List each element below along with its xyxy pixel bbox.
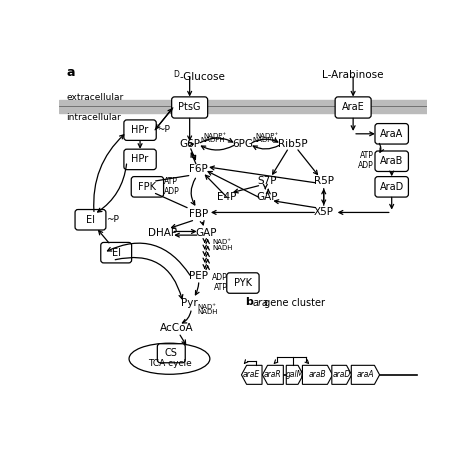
Text: araA: araA <box>356 370 374 380</box>
Text: DHAP: DHAP <box>147 228 177 238</box>
Text: NADP⁺: NADP⁺ <box>204 133 227 139</box>
FancyBboxPatch shape <box>124 120 156 141</box>
Text: intracellular: intracellular <box>66 113 121 122</box>
Polygon shape <box>263 365 283 384</box>
FancyBboxPatch shape <box>227 273 259 293</box>
Text: araB: araB <box>309 370 326 380</box>
FancyBboxPatch shape <box>75 209 106 230</box>
Text: a: a <box>66 66 75 79</box>
Text: HPr: HPr <box>131 125 149 135</box>
Text: AraB: AraB <box>380 156 403 166</box>
Polygon shape <box>302 365 333 384</box>
Text: extracellular: extracellular <box>66 94 124 103</box>
Text: NADP⁺: NADP⁺ <box>255 133 278 139</box>
Text: NADH: NADH <box>213 245 233 251</box>
FancyBboxPatch shape <box>335 97 371 118</box>
Text: araE: araE <box>243 370 260 380</box>
Text: ADP: ADP <box>164 187 179 196</box>
Text: PEP: PEP <box>189 271 209 281</box>
Text: b: b <box>245 296 253 306</box>
Polygon shape <box>351 365 380 384</box>
Text: ~P: ~P <box>156 125 170 134</box>
Text: X5P: X5P <box>314 208 334 218</box>
Text: GAP: GAP <box>195 228 217 238</box>
Text: ATP: ATP <box>214 283 228 292</box>
Text: -Glucose: -Glucose <box>179 72 225 82</box>
Text: AraD: AraD <box>380 182 404 192</box>
Text: EI: EI <box>112 247 121 257</box>
FancyBboxPatch shape <box>101 242 132 263</box>
Text: TCA cycle: TCA cycle <box>147 359 191 368</box>
Text: FBP: FBP <box>189 209 209 219</box>
Text: ADP: ADP <box>357 162 374 171</box>
Text: AcCoA: AcCoA <box>160 323 193 333</box>
Text: ADP: ADP <box>212 273 228 282</box>
Text: Pyr: Pyr <box>181 298 198 308</box>
Text: NADPH: NADPH <box>253 137 277 143</box>
Text: GAP: GAP <box>256 192 278 202</box>
Text: NAD⁺: NAD⁺ <box>213 239 232 246</box>
Text: HPr: HPr <box>131 154 149 164</box>
Text: Rib5P: Rib5P <box>278 139 307 149</box>
FancyBboxPatch shape <box>124 149 156 170</box>
Text: NADH: NADH <box>198 309 218 314</box>
Text: S7P: S7P <box>257 176 276 186</box>
Text: gene cluster: gene cluster <box>261 298 325 308</box>
Text: AraA: AraA <box>380 129 403 139</box>
Text: PtsG: PtsG <box>178 103 201 113</box>
Text: araR: araR <box>264 370 282 380</box>
FancyBboxPatch shape <box>172 97 208 118</box>
Text: CS: CS <box>165 348 178 358</box>
Text: AraE: AraE <box>342 103 365 113</box>
Text: ATP: ATP <box>359 151 374 160</box>
Bar <box>59 100 427 113</box>
Text: G6P: G6P <box>179 139 200 149</box>
Text: galM: galM <box>286 370 304 380</box>
Polygon shape <box>286 365 303 384</box>
FancyBboxPatch shape <box>375 177 409 197</box>
Text: araD: araD <box>333 370 351 380</box>
FancyBboxPatch shape <box>157 344 185 363</box>
Text: E4P: E4P <box>217 192 236 202</box>
Text: FPK: FPK <box>138 182 156 192</box>
Polygon shape <box>332 365 352 384</box>
Text: ara: ara <box>253 298 269 308</box>
FancyBboxPatch shape <box>375 124 409 144</box>
FancyBboxPatch shape <box>131 177 164 197</box>
Text: L-Arabinose: L-Arabinose <box>322 70 384 80</box>
Text: R5P: R5P <box>314 176 334 186</box>
Text: NADPH: NADPH <box>201 137 225 143</box>
Text: PYK: PYK <box>234 278 252 288</box>
FancyBboxPatch shape <box>375 151 409 171</box>
Text: NAD⁺: NAD⁺ <box>198 304 217 310</box>
Text: EI: EI <box>86 215 95 225</box>
Text: 6PG: 6PG <box>232 139 254 149</box>
Text: ATP: ATP <box>164 177 177 186</box>
Polygon shape <box>241 365 262 384</box>
Text: F6P: F6P <box>190 163 208 173</box>
Text: D: D <box>173 70 179 79</box>
Text: ~P: ~P <box>106 215 119 224</box>
